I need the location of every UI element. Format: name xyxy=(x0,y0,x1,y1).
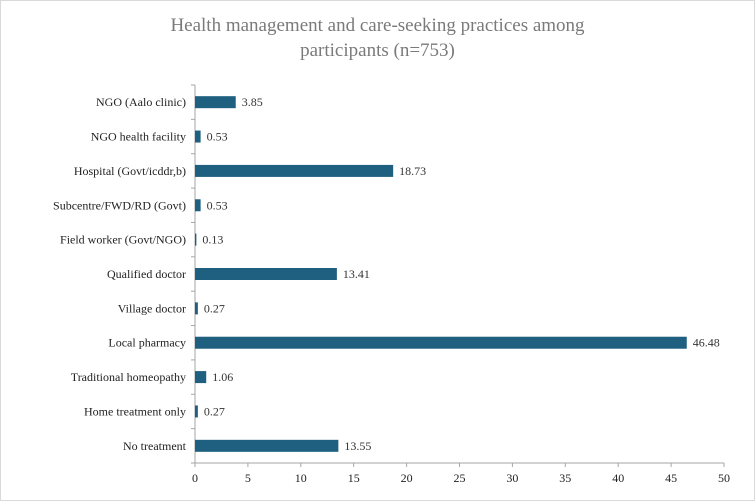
x-tick-label: 10 xyxy=(295,471,307,485)
category-label: Local pharmacy xyxy=(108,336,186,350)
chart-title-line-2: participants (n=753) xyxy=(300,40,455,61)
x-tick-label: 45 xyxy=(665,471,677,485)
bar xyxy=(195,164,394,177)
category-label: No treatment xyxy=(123,439,187,453)
data-label: 1.06 xyxy=(212,370,233,384)
data-label: 3.85 xyxy=(242,95,263,109)
category-label: Village doctor xyxy=(118,301,186,315)
x-tick-label: 30 xyxy=(506,471,518,485)
x-tick-label: 15 xyxy=(348,471,360,485)
x-tick-label: 40 xyxy=(612,471,624,485)
bar xyxy=(195,233,197,246)
data-label: 0.27 xyxy=(204,404,225,418)
bar xyxy=(195,130,201,143)
category-label: NGO (Aalo clinic) xyxy=(96,95,186,109)
chart-title: Health management and care-seeking pract… xyxy=(1,13,754,63)
category-label: Home treatment only xyxy=(84,404,186,418)
data-label: 0.53 xyxy=(207,130,228,144)
data-label: 18.73 xyxy=(399,164,426,178)
category-label: Hospital (Govt/icddr,b) xyxy=(74,164,186,178)
bar xyxy=(195,405,198,418)
bar xyxy=(195,199,201,212)
bar xyxy=(195,371,207,384)
bar xyxy=(195,336,687,349)
category-label: Traditional homeopathy xyxy=(71,370,186,384)
data-label: 13.41 xyxy=(343,267,370,281)
data-label: 0.27 xyxy=(204,301,225,315)
x-tick-label: 5 xyxy=(245,471,251,485)
category-label: Field worker (Govt/NGO) xyxy=(60,233,186,247)
bar xyxy=(195,268,337,280)
data-label: 46.48 xyxy=(693,336,720,350)
x-tick-label: 35 xyxy=(559,471,571,485)
chart-title-line-1: Health management and care-seeking pract… xyxy=(170,15,585,36)
x-tick-label: 20 xyxy=(401,471,413,485)
category-label: Qualified doctor xyxy=(107,267,186,281)
bar xyxy=(195,96,236,109)
bar xyxy=(195,439,339,452)
x-tick-label: 50 xyxy=(718,471,730,485)
category-label: NGO health facility xyxy=(91,130,186,144)
data-label: 0.13 xyxy=(202,233,223,247)
category-label: Subcentre/FWD/RD (Govt) xyxy=(53,198,186,212)
data-label: 0.53 xyxy=(207,198,228,212)
data-label: 13.55 xyxy=(344,439,371,453)
x-tick-label: 0 xyxy=(192,471,198,485)
x-tick-label: 25 xyxy=(454,471,466,485)
bar xyxy=(195,302,198,315)
